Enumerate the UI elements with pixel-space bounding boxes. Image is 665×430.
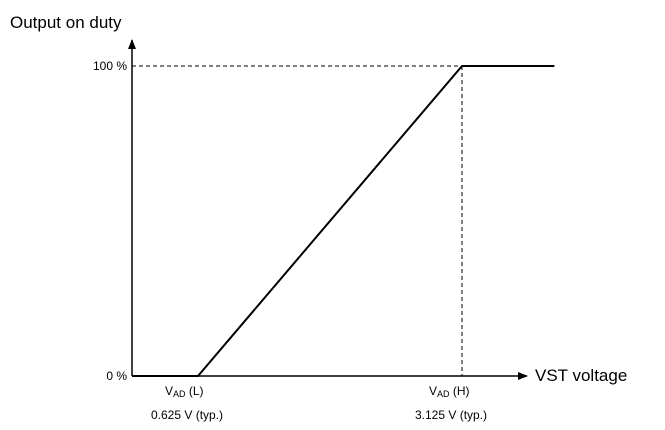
x-axis-title: VST voltage: [535, 366, 627, 385]
y-axis-title: Output on duty: [10, 13, 122, 32]
x-tick-note-vad-h: 3.125 V (typ.): [415, 408, 487, 422]
y-tick-label-100: 100 %: [93, 59, 127, 73]
x-tick-label-vad-h: VAD (H): [429, 384, 470, 399]
x-tick-label-vad-l-main: V: [165, 384, 173, 398]
y-tick-label-0: 0 %: [106, 369, 127, 383]
x-tick-label-vad-l-subscript: AD: [173, 389, 186, 399]
x-tick-note-vad-l: 0.625 V (typ.): [151, 408, 223, 422]
x-tick-label-vad-h-suffix: (H): [450, 384, 470, 398]
x-tick-label-vad-h-subscript: AD: [437, 389, 450, 399]
x-tick-label-vad-h-main: V: [429, 384, 437, 398]
duty-series-line: [132, 65, 555, 377]
x-tick-label-vad-l-suffix: (L): [186, 384, 204, 398]
x-tick-label-vad-l: VAD (L): [165, 384, 204, 399]
